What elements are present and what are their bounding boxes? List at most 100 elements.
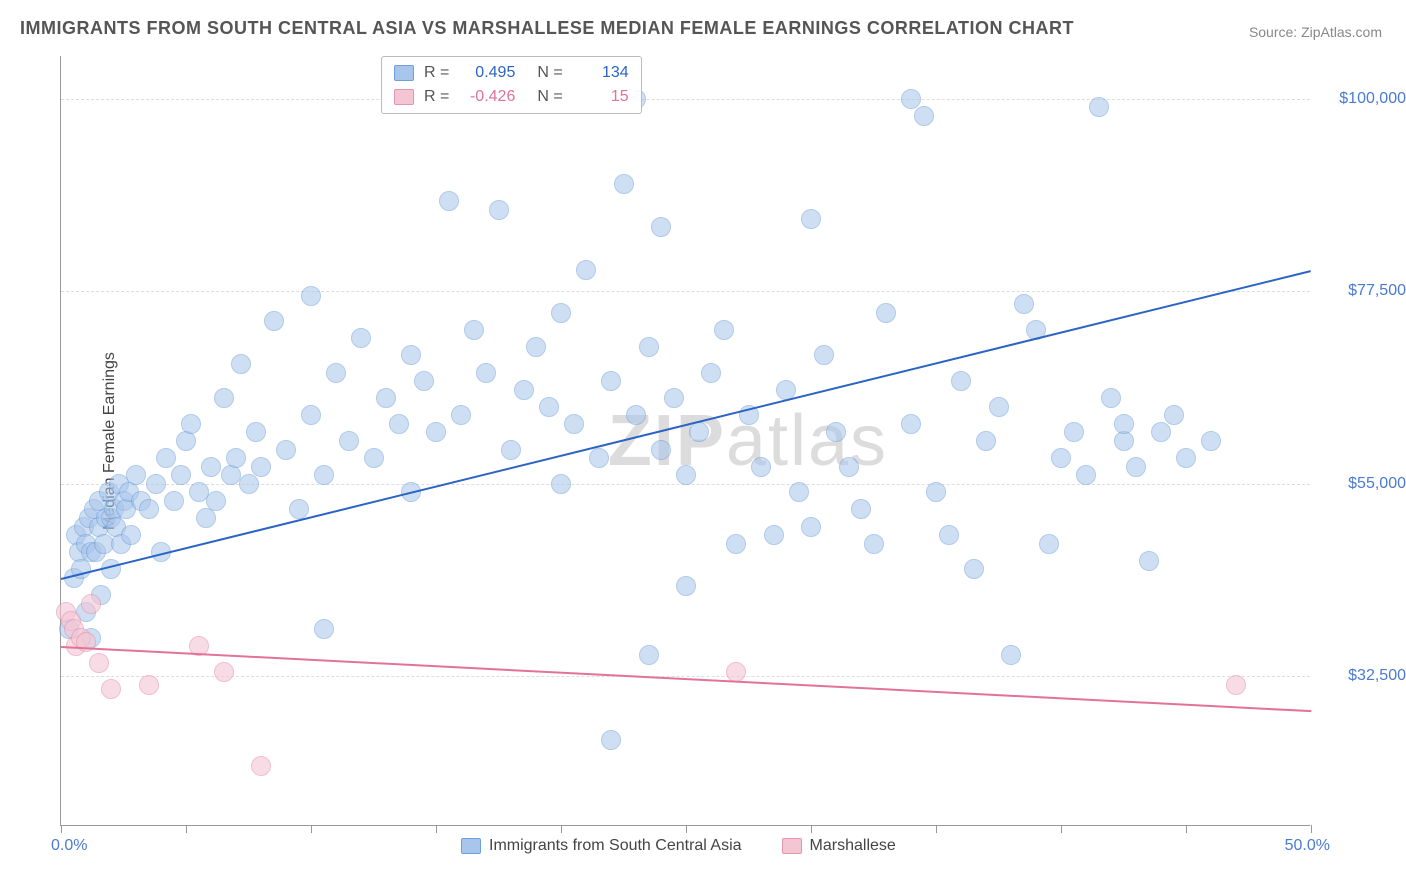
data-point-sca bbox=[901, 89, 921, 109]
data-point-sca bbox=[626, 405, 646, 425]
data-point-sca bbox=[201, 457, 221, 477]
data-point-sca bbox=[339, 431, 359, 451]
data-point-sca bbox=[751, 457, 771, 477]
x-axis-min-label: 0.0% bbox=[51, 837, 87, 855]
data-point-sca bbox=[864, 534, 884, 554]
y-tick-label: $100,000 bbox=[1316, 90, 1406, 108]
data-point-sca bbox=[551, 303, 571, 323]
data-point-sca bbox=[1151, 422, 1171, 442]
data-point-sca bbox=[401, 345, 421, 365]
data-point-sca bbox=[171, 465, 191, 485]
data-point-sca bbox=[1076, 465, 1096, 485]
data-point-sca bbox=[664, 388, 684, 408]
gridline bbox=[61, 291, 1310, 292]
data-point-sca bbox=[289, 499, 309, 519]
data-point-sca bbox=[156, 448, 176, 468]
data-point-sca bbox=[239, 474, 259, 494]
legend-swatch-bottom-sca bbox=[461, 838, 481, 854]
stats-legend-box: R =0.495N =134R =-0.426N =15 bbox=[381, 56, 642, 114]
data-point-sca bbox=[676, 465, 696, 485]
data-point-mar bbox=[139, 675, 159, 695]
data-point-sca bbox=[351, 328, 371, 348]
data-point-sca bbox=[1139, 551, 1159, 571]
data-point-sca bbox=[301, 405, 321, 425]
r-label: R = bbox=[424, 64, 449, 82]
data-point-sca bbox=[314, 619, 334, 639]
data-point-sca bbox=[526, 337, 546, 357]
n-value-mar: 15 bbox=[573, 88, 629, 106]
data-point-sca bbox=[181, 414, 201, 434]
data-point-sca bbox=[851, 499, 871, 519]
data-point-sca bbox=[876, 303, 896, 323]
data-point-sca bbox=[226, 448, 246, 468]
y-tick-label: $55,000 bbox=[1316, 475, 1406, 493]
data-point-sca bbox=[676, 576, 696, 596]
data-point-sca bbox=[1164, 405, 1184, 425]
x-tick bbox=[811, 825, 812, 833]
data-point-sca bbox=[264, 311, 284, 331]
x-tick bbox=[61, 825, 62, 833]
data-point-sca bbox=[439, 191, 459, 211]
data-point-mar bbox=[1226, 675, 1246, 695]
trendline-mar bbox=[61, 646, 1311, 712]
data-point-sca bbox=[589, 448, 609, 468]
data-point-sca bbox=[689, 422, 709, 442]
data-point-sca bbox=[551, 474, 571, 494]
data-point-sca bbox=[814, 345, 834, 365]
data-point-sca bbox=[1014, 294, 1034, 314]
data-point-mar bbox=[81, 594, 101, 614]
data-point-sca bbox=[976, 431, 996, 451]
data-point-sca bbox=[764, 525, 784, 545]
data-point-sca bbox=[639, 337, 659, 357]
x-tick bbox=[436, 825, 437, 833]
data-point-sca bbox=[564, 414, 584, 434]
data-point-sca bbox=[176, 431, 196, 451]
legend-label-sca: Immigrants from South Central Asia bbox=[489, 837, 742, 855]
y-tick-label: $32,500 bbox=[1316, 667, 1406, 685]
stats-row-mar: R =-0.426N =15 bbox=[394, 85, 629, 109]
data-point-sca bbox=[489, 200, 509, 220]
data-point-mar bbox=[251, 756, 271, 776]
x-tick bbox=[1186, 825, 1187, 833]
data-point-sca bbox=[376, 388, 396, 408]
data-point-sca bbox=[1176, 448, 1196, 468]
data-point-sca bbox=[251, 457, 271, 477]
data-point-sca bbox=[1101, 388, 1121, 408]
legend-swatch-bottom-mar bbox=[782, 838, 802, 854]
data-point-sca bbox=[196, 508, 216, 528]
x-tick bbox=[561, 825, 562, 833]
data-point-sca bbox=[1001, 645, 1021, 665]
data-point-sca bbox=[701, 363, 721, 383]
data-point-sca bbox=[726, 534, 746, 554]
data-point-sca bbox=[951, 371, 971, 391]
n-label: N = bbox=[537, 88, 562, 106]
data-point-sca bbox=[206, 491, 226, 511]
data-point-sca bbox=[276, 440, 296, 460]
plot-area: ZIPatlas Median Female Earnings 0.0% 50.… bbox=[60, 56, 1310, 826]
data-point-sca bbox=[801, 517, 821, 537]
data-point-sca bbox=[901, 414, 921, 434]
legend-item-sca: Immigrants from South Central Asia bbox=[461, 837, 742, 855]
x-tick bbox=[1311, 825, 1312, 833]
data-point-sca bbox=[651, 440, 671, 460]
x-tick bbox=[686, 825, 687, 833]
data-point-sca bbox=[121, 525, 141, 545]
data-point-sca bbox=[1114, 431, 1134, 451]
gridline bbox=[61, 99, 1310, 100]
data-point-sca bbox=[451, 405, 471, 425]
n-value-sca: 134 bbox=[573, 64, 629, 82]
data-point-sca bbox=[1064, 422, 1084, 442]
data-point-sca bbox=[964, 559, 984, 579]
data-point-sca bbox=[839, 457, 859, 477]
y-tick-label: $77,500 bbox=[1316, 282, 1406, 300]
data-point-sca bbox=[476, 363, 496, 383]
n-label: N = bbox=[537, 64, 562, 82]
data-point-sca bbox=[1089, 97, 1109, 117]
data-point-mar bbox=[101, 679, 121, 699]
legend-label-mar: Marshallese bbox=[810, 837, 896, 855]
data-point-sca bbox=[164, 491, 184, 511]
x-axis-max-label: 50.0% bbox=[1285, 837, 1330, 855]
data-point-sca bbox=[1051, 448, 1071, 468]
data-point-sca bbox=[989, 397, 1009, 417]
legend-swatch-sca bbox=[394, 65, 414, 81]
